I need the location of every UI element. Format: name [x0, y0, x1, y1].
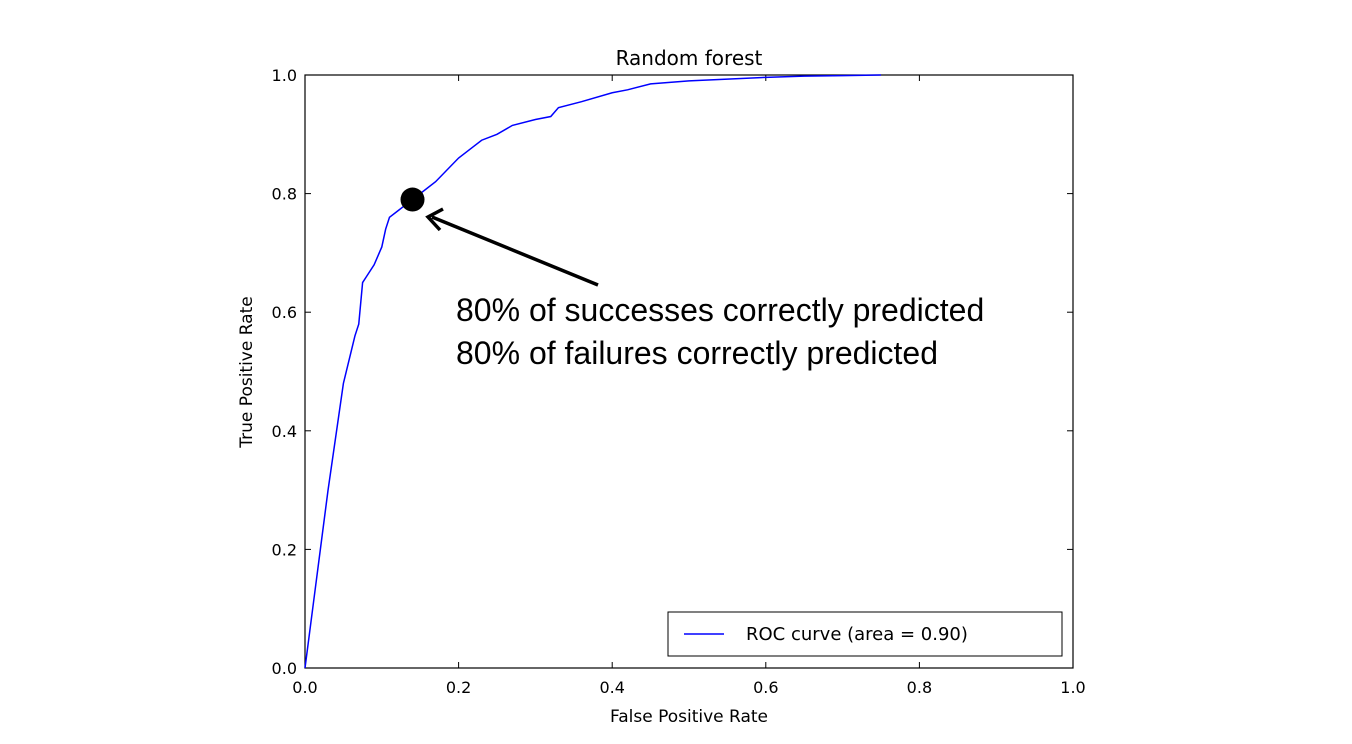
- x-tick-label: 1.0: [1060, 678, 1085, 697]
- x-tick-label: 0.4: [599, 678, 624, 697]
- y-tick-label: 0.0: [272, 659, 297, 678]
- plot-frame: [304, 74, 1074, 669]
- x-tick-label: 0.8: [907, 678, 932, 697]
- y-tick-label: 0.2: [272, 540, 297, 559]
- x-axis-label: False Positive Rate: [610, 707, 768, 727]
- annotation-arrow: [425, 207, 599, 287]
- legend-box: [667, 611, 1063, 657]
- chart-title: Random forest: [616, 46, 763, 70]
- y-tick-label: 0.6: [272, 303, 297, 322]
- x-tick-label: 0.6: [753, 678, 778, 697]
- x-tick-label: 0.2: [446, 678, 471, 697]
- y-axis-ticks: 0.0 0.2 0.4 0.6 0.8 1.0: [272, 66, 1073, 678]
- y-tick-label: 0.8: [272, 185, 297, 204]
- roc-curve-line: [304, 74, 882, 669]
- x-axis-ticks: 0.0 0.2 0.4 0.6 0.8 1.0: [292, 75, 1086, 697]
- legend-entry-roc: ROC curve (area = 0.90): [746, 624, 968, 645]
- x-tick-label: 0.0: [292, 678, 317, 697]
- operating-point-marker: [400, 187, 425, 212]
- annotation-failures: 80% of failures correctly predicted: [456, 335, 938, 371]
- y-tick-label: 1.0: [272, 66, 297, 85]
- legend: ROC curve (area = 0.90): [667, 611, 1063, 657]
- y-axis-label: True Positive Rate: [237, 296, 257, 448]
- y-tick-label: 0.4: [272, 422, 297, 441]
- annotation-successes: 80% of successes correctly predicted: [456, 292, 984, 328]
